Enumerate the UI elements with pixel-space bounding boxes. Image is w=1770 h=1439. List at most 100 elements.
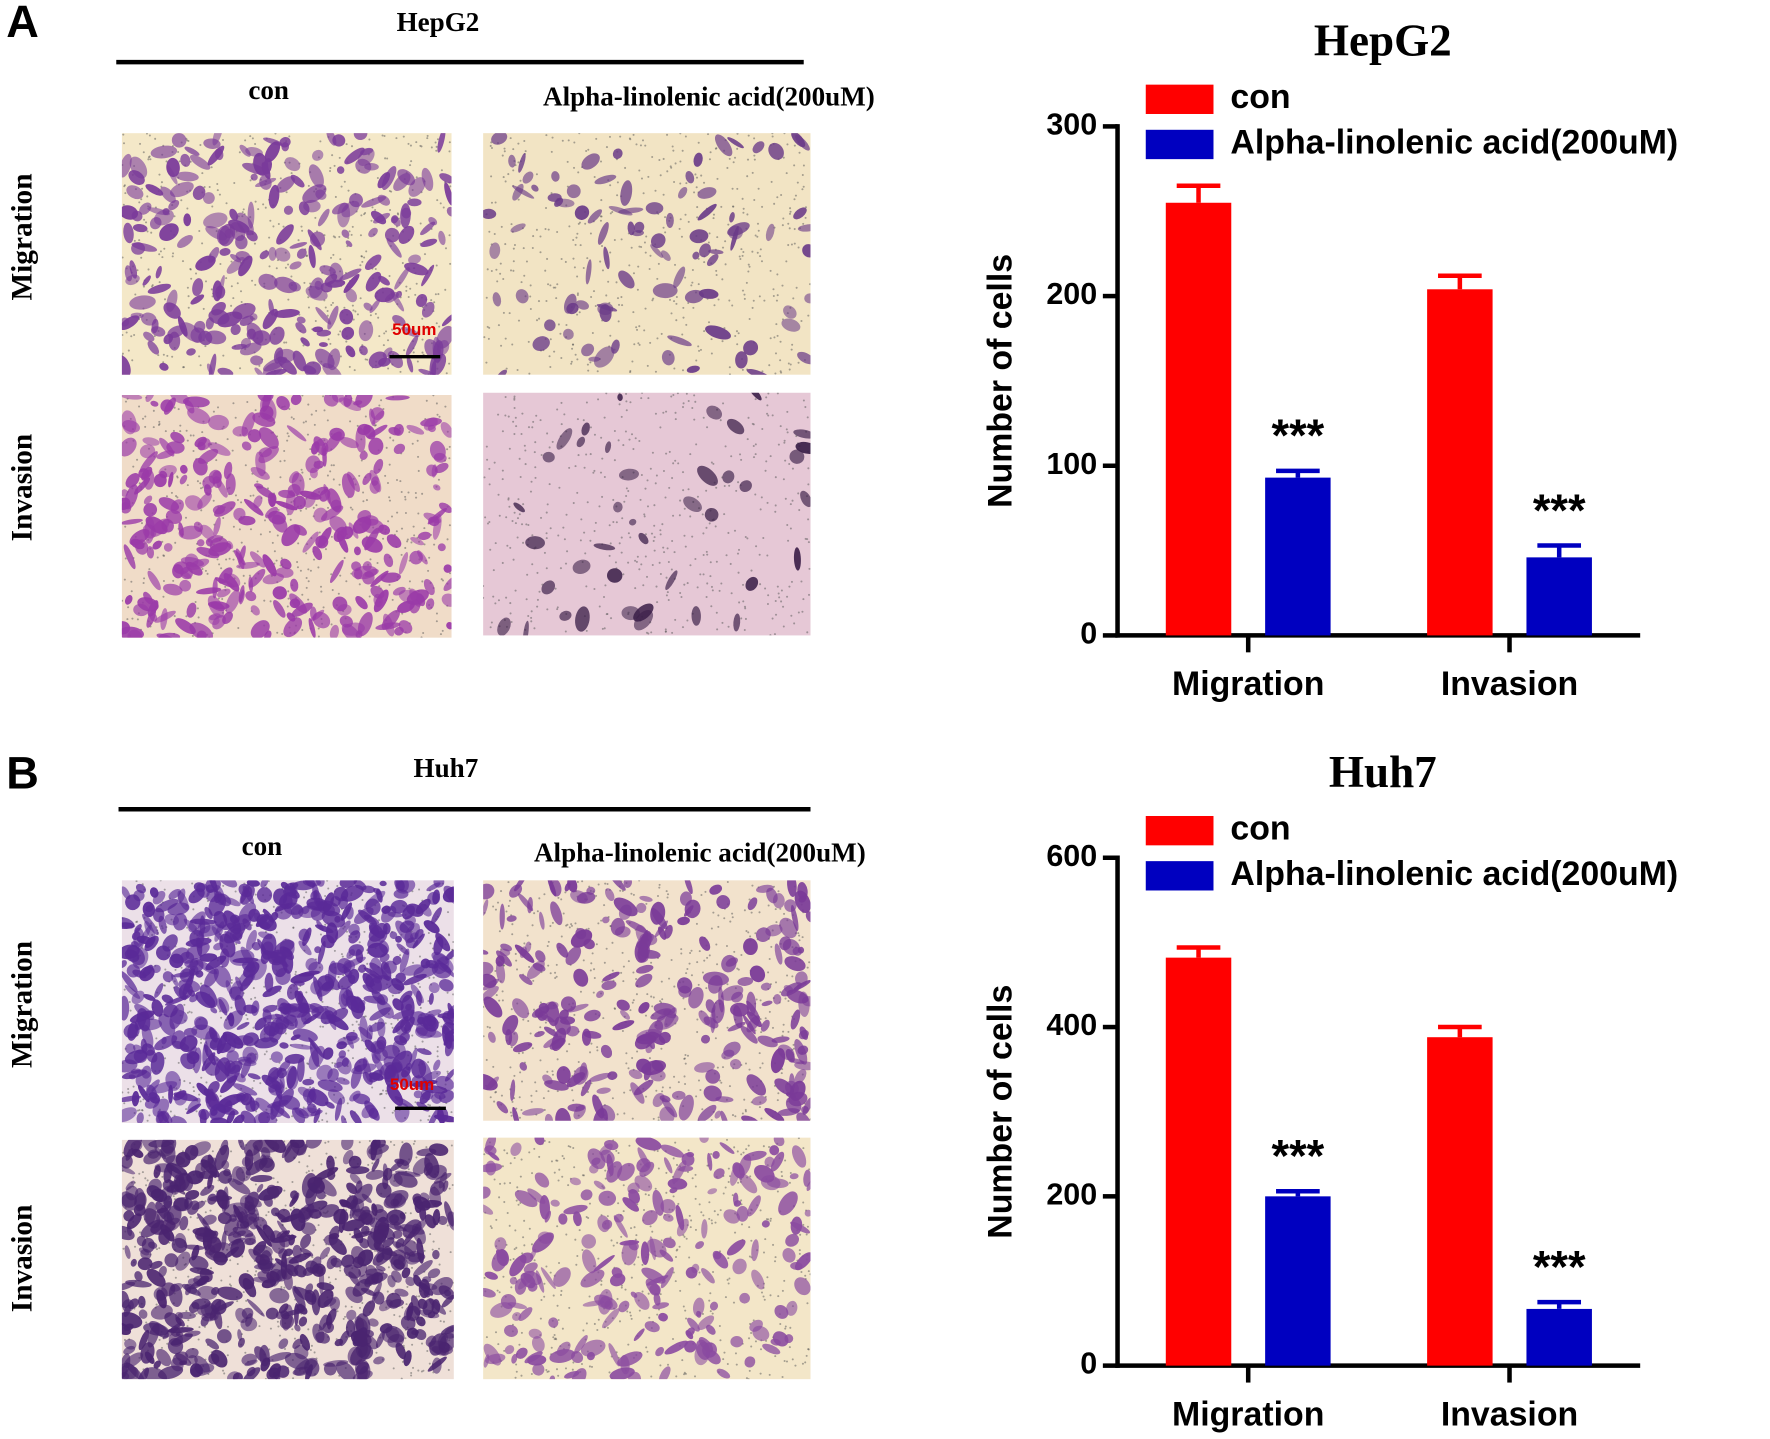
pore [781, 1072, 783, 1074]
pore [656, 278, 658, 280]
pore [770, 946, 772, 948]
pore [334, 950, 336, 952]
pore [549, 446, 551, 448]
pore [593, 290, 595, 292]
pore [358, 1024, 360, 1026]
pore [653, 504, 655, 506]
pore [685, 1063, 687, 1065]
pore [436, 620, 438, 622]
pore [567, 161, 569, 163]
pore [679, 514, 681, 516]
pore [653, 1118, 655, 1120]
pore [387, 482, 389, 484]
pore [331, 536, 333, 538]
pore [786, 974, 788, 976]
pore [125, 401, 127, 403]
pore [670, 165, 672, 167]
pore [177, 476, 179, 478]
pore [287, 590, 289, 592]
pore [389, 500, 391, 502]
pore [538, 897, 540, 899]
pore [568, 1043, 570, 1045]
pore [573, 167, 575, 169]
pore [179, 425, 181, 427]
pore [253, 987, 255, 989]
pore [720, 582, 722, 584]
pore [769, 1011, 771, 1013]
pore [126, 618, 128, 620]
pore [649, 1057, 651, 1059]
pore [614, 459, 616, 461]
pore [240, 290, 242, 292]
pore [205, 1081, 207, 1083]
pore [131, 359, 133, 361]
pore [727, 881, 729, 883]
pore [492, 1066, 494, 1068]
pore [660, 533, 662, 535]
pore [432, 1249, 434, 1251]
pore [660, 174, 662, 176]
pore [335, 1278, 337, 1280]
pore [505, 396, 507, 398]
pore [515, 522, 517, 524]
pore [319, 1026, 321, 1028]
pore [254, 143, 256, 145]
pore [711, 338, 713, 340]
pore [674, 264, 676, 266]
pore [359, 264, 361, 266]
pore [532, 924, 534, 926]
pore [171, 356, 173, 358]
pore [583, 532, 585, 534]
pore [501, 226, 503, 228]
pore [256, 481, 258, 483]
pore [246, 1018, 248, 1020]
pore [495, 909, 497, 911]
pore [716, 628, 718, 630]
pore [351, 508, 353, 510]
pore [509, 312, 511, 314]
pore [726, 983, 728, 985]
pore [327, 475, 329, 477]
pore [233, 526, 235, 528]
pore [161, 1347, 163, 1349]
pore [769, 634, 771, 636]
pore [225, 558, 227, 560]
pore [360, 234, 362, 236]
pore [697, 345, 699, 347]
pore [563, 413, 565, 415]
pore [427, 135, 429, 137]
pore [683, 584, 685, 586]
pore [621, 304, 623, 306]
pore [789, 227, 791, 229]
pore [786, 172, 788, 174]
pore [371, 206, 373, 208]
pore [123, 1248, 125, 1250]
pore [448, 363, 450, 365]
pore [616, 521, 618, 523]
pore [239, 528, 241, 530]
pore [410, 145, 412, 147]
pore [502, 155, 504, 157]
pore [533, 1009, 535, 1011]
pore [783, 478, 785, 480]
pore [291, 1181, 293, 1183]
pore [802, 936, 804, 938]
pore [511, 621, 513, 623]
pore [626, 409, 628, 411]
pore [323, 606, 325, 608]
pore [144, 1177, 146, 1179]
pore [649, 255, 651, 257]
pore [344, 181, 346, 183]
pore [269, 265, 271, 267]
pore [415, 492, 417, 494]
pore [589, 361, 591, 363]
pore [695, 359, 697, 361]
pore [487, 268, 489, 270]
pore [722, 340, 724, 342]
pore [545, 134, 547, 136]
pore [298, 239, 300, 241]
pore [535, 477, 537, 479]
pore [362, 491, 364, 493]
pore [520, 476, 522, 478]
pore [687, 582, 689, 584]
